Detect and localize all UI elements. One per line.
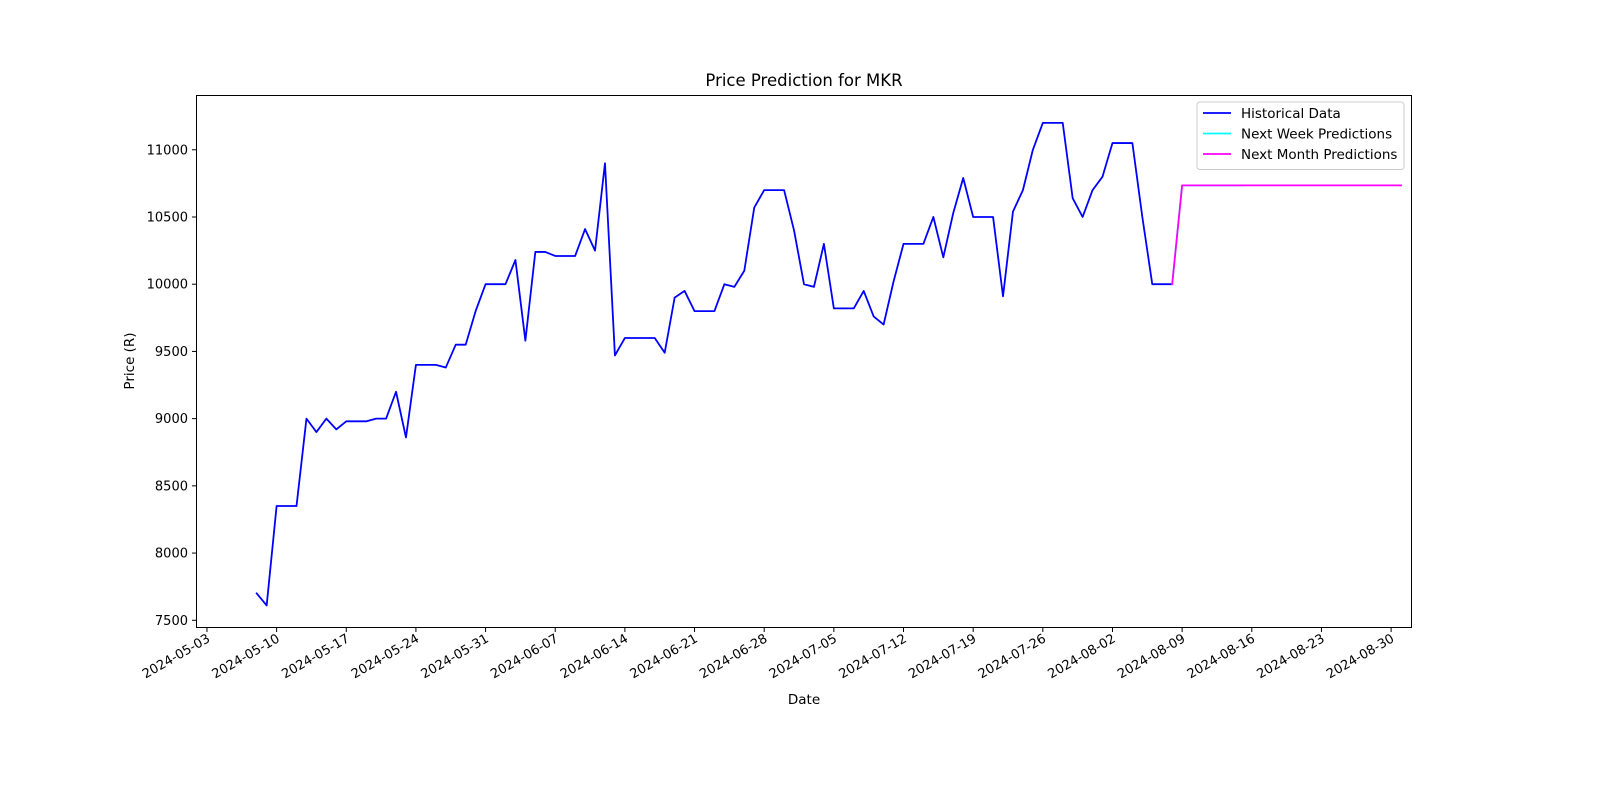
y-tick-label: 8000 (155, 547, 188, 562)
y-tick-label: 10500 (147, 210, 188, 225)
x-tick-label: 2024-07-12 (837, 631, 910, 682)
y-tick-label: 7500 (155, 614, 188, 629)
legend-label: Next Month Predictions (1241, 147, 1397, 163)
x-tick-label: 2024-05-24 (349, 631, 422, 682)
x-tick-label: 2024-07-05 (767, 631, 840, 682)
x-tick-label: 2024-08-16 (1185, 631, 1258, 682)
y-tick-label: 8500 (155, 479, 188, 494)
x-tick-label: 2024-05-31 (419, 631, 492, 682)
x-axis-title: Date (788, 692, 820, 708)
x-tick-label: 2024-08-09 (1115, 631, 1188, 682)
y-tick-label: 11000 (147, 143, 188, 158)
y-tick-label: 9500 (155, 345, 188, 360)
x-tick-label: 2024-08-02 (1046, 631, 1119, 682)
series-line-next-month-predictions (1171, 184, 1402, 286)
chart-title: Price Prediction for MKR (705, 71, 902, 90)
x-tick-label: 2024-05-03 (140, 631, 213, 682)
x-axis: 2024-05-032024-05-102024-05-172024-05-24… (140, 627, 1397, 682)
series-layer (255, 121, 1402, 607)
legend-label: Next Week Predictions (1241, 127, 1392, 143)
x-tick-label: 2024-06-14 (558, 631, 631, 682)
x-tick-label: 2024-08-30 (1324, 631, 1397, 682)
plot-area (196, 95, 1412, 628)
y-tick-label: 10000 (147, 278, 188, 293)
x-tick-label: 2024-05-10 (210, 631, 283, 682)
legend-box (1196, 101, 1405, 170)
x-tick-label: 2024-06-21 (628, 631, 701, 682)
x-tick-label: 2024-06-28 (697, 631, 770, 682)
x-tick-label: 2024-07-19 (906, 631, 979, 682)
x-tick-label: 2024-06-07 (488, 631, 561, 682)
series-line-historical-data (255, 121, 1174, 607)
x-tick-label: 2024-07-26 (976, 631, 1049, 682)
y-axis-title: Price (R) (122, 332, 138, 389)
legend: Historical Data Next Week Predictions Next… (1196, 101, 1405, 170)
x-tick-label: 2024-05-17 (279, 631, 352, 682)
y-tick-label: 9000 (155, 412, 188, 427)
plot-frame (196, 95, 1412, 628)
x-tick-label: 2024-08-23 (1255, 631, 1328, 682)
y-axis: 7500 8000 8500 9000 9500 10000 10500 11000 (147, 143, 197, 629)
legend-label: Historical Data (1241, 106, 1341, 122)
